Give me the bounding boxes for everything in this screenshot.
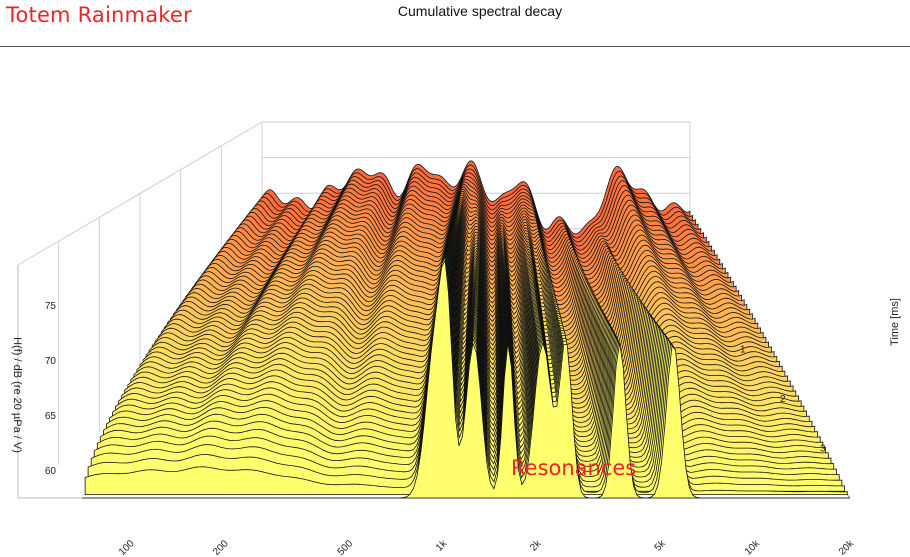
x-tick-label: 10k (743, 538, 763, 557)
y-tick-label: 70 (45, 356, 57, 367)
x-tick-label: 2k (528, 538, 544, 554)
x-tick-label: 200 (211, 538, 231, 557)
x-tick-labels: 100 200 500 1k 2k 5k 10k 20k (117, 538, 857, 557)
y-tick-label: 60 (45, 466, 57, 477)
chart-title: Cumulative spectral decay (397, 3, 563, 19)
z-tick-label: 2 (780, 394, 786, 405)
z-tick-labels: 1 2 3 (740, 345, 826, 455)
x-tick-label: 5k (653, 538, 669, 554)
z-axis-label: Time [ms] (889, 298, 901, 346)
y-tick-labels: 60 65 70 75 (45, 301, 57, 477)
y-axis-label: H(f) / dB (re 20 µPa / V) (11, 337, 23, 453)
y-tick-label: 65 (45, 411, 57, 422)
decay-slice (82, 259, 850, 499)
z-tick-label: 3 (820, 444, 826, 455)
decay-slices (82, 160, 850, 499)
header-divider (0, 46, 910, 47)
x-tick-label: 100 (117, 538, 137, 557)
x-tick-label: 1k (434, 538, 450, 554)
z-tick-label: 1 (740, 345, 746, 356)
x-tick-label: 20k (837, 538, 857, 557)
brand-title: Totem Rainmaker (6, 3, 192, 27)
resonances-annotation: Resonances (511, 456, 636, 480)
y-tick-label: 75 (45, 301, 57, 312)
x-tick-label: 500 (336, 538, 356, 557)
